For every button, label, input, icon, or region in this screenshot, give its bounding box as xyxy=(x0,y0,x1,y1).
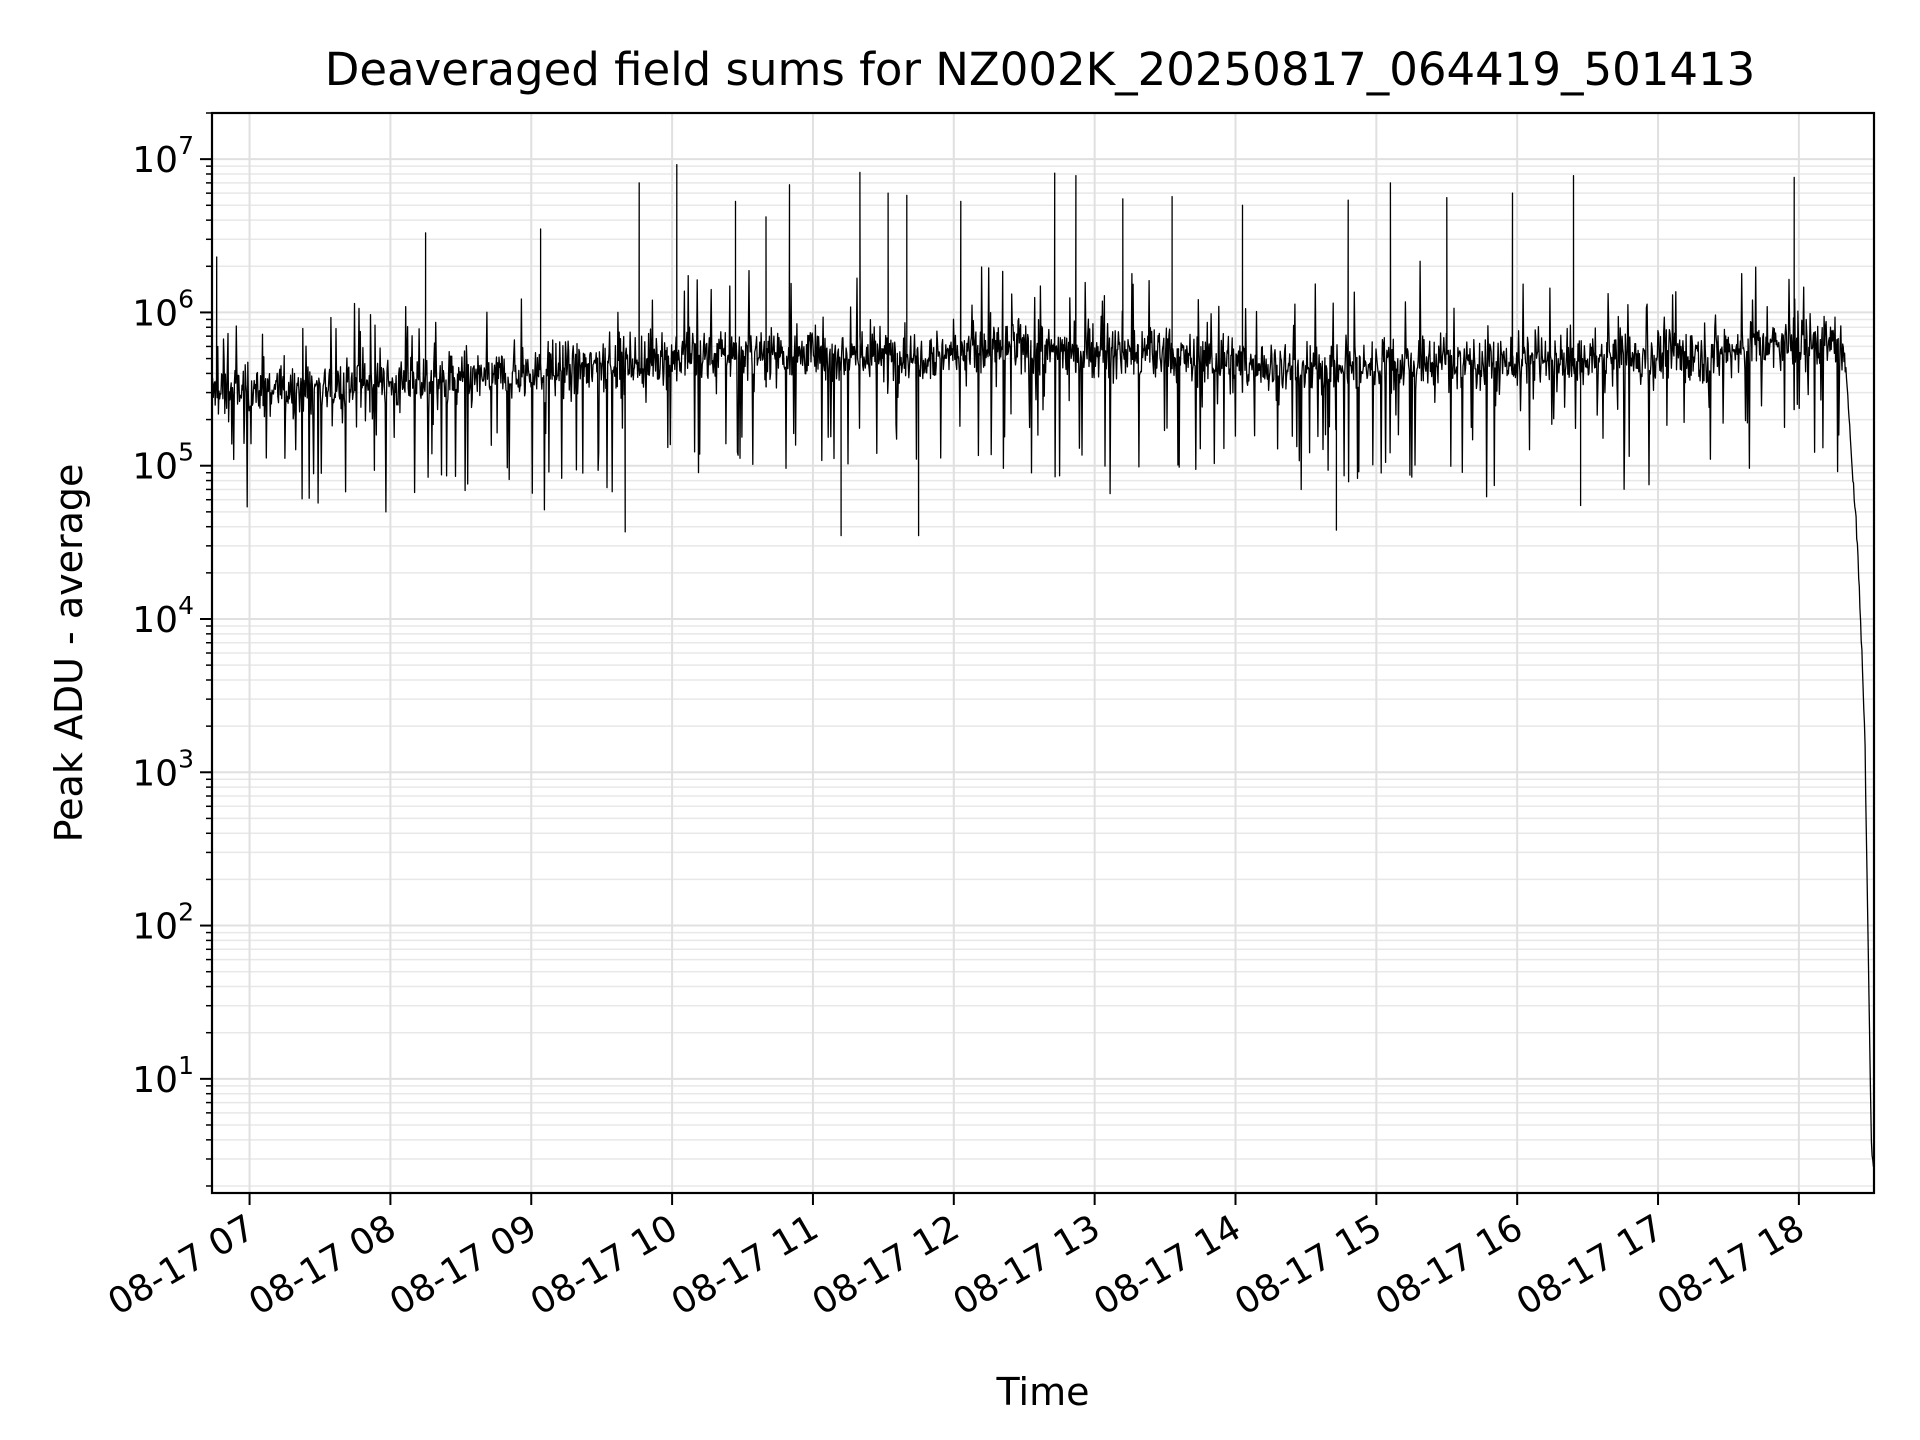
x-tick-label: 08-17 13 xyxy=(946,1207,1107,1323)
y-tick-label: 103 xyxy=(132,744,194,794)
x-tick-label: 08-17 18 xyxy=(1651,1207,1812,1323)
series-layer xyxy=(211,164,1875,1168)
x-tick-label: 08-17 17 xyxy=(1510,1207,1671,1323)
major-gridlines xyxy=(212,113,1874,1193)
x-axis-label: Time xyxy=(996,1370,1090,1414)
chart-title: Deaveraged field sums for NZ002K_2025081… xyxy=(325,43,1756,96)
y-axis-label: Peak ADU - average xyxy=(47,464,91,843)
y-tick-label: 102 xyxy=(132,898,194,948)
minor-gridlines xyxy=(212,112,1874,1187)
x-tick-label: 08-17 14 xyxy=(1087,1207,1248,1323)
x-tick-label: 08-17 09 xyxy=(383,1207,544,1323)
y-tick-label: 104 xyxy=(132,591,194,641)
x-tick-label: 08-17 11 xyxy=(665,1207,826,1323)
x-tick-label: 08-17 15 xyxy=(1228,1207,1389,1323)
y-tick-label: 107 xyxy=(132,131,194,181)
x-tick-label: 08-17 07 xyxy=(101,1207,262,1323)
y-tick-label: 105 xyxy=(132,438,194,488)
x-tick-label: 08-17 10 xyxy=(524,1207,685,1323)
y-axis-ticks: 101 102 103 104 105 106 107 xyxy=(132,112,212,1187)
series-line xyxy=(211,164,1875,1168)
y-tick-label: 101 xyxy=(132,1051,194,1101)
x-tick-label: 08-17 12 xyxy=(806,1207,967,1323)
x-tick-label: 08-17 16 xyxy=(1369,1207,1530,1323)
y-tick-label: 106 xyxy=(132,284,194,334)
x-tick-label: 08-17 08 xyxy=(242,1207,403,1323)
